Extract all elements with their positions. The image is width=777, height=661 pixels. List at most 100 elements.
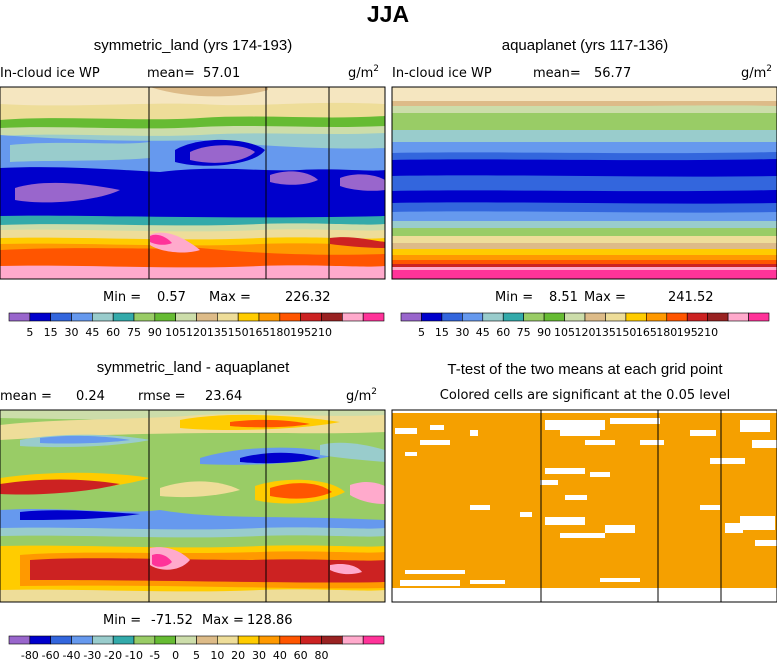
significance-map	[392, 410, 777, 602]
colorbar-swatch	[564, 312, 586, 322]
colorbar-swatch	[462, 312, 484, 322]
colorbar-swatch	[175, 312, 197, 322]
colorbar-swatch	[421, 312, 443, 322]
colorbar-swatch	[196, 635, 218, 645]
colorbar-swatch	[748, 312, 770, 322]
colorbar-tick-label: 180	[269, 326, 290, 339]
colorbar-swatch	[342, 635, 364, 645]
colorbar-tick-label: 120	[575, 326, 596, 339]
colorbar-tick-label: -20	[104, 649, 122, 661]
colorbar-tick-label: -10	[125, 649, 143, 661]
colorbar-swatch	[300, 312, 322, 322]
colorbar-tick-label: 45	[85, 326, 99, 339]
rmse-label: rmse =	[138, 389, 186, 404]
colorbar-swatch	[342, 312, 364, 322]
colorbar-tick-label: 195	[677, 326, 698, 339]
colorbar-swatch	[300, 635, 322, 645]
mean-label: mean=	[147, 66, 195, 81]
colorbar-swatch	[175, 635, 197, 645]
mean-value: 57.01	[203, 66, 240, 81]
colorbar-tick-label: 30	[252, 649, 266, 661]
colorbar-swatch	[50, 635, 72, 645]
colorbar-swatch	[362, 635, 385, 645]
min-label: Min =	[103, 290, 141, 305]
mean-value: 0.24	[76, 389, 105, 404]
colorbar-tick-label: 150	[615, 326, 636, 339]
colorbar-tick-label: 105	[165, 326, 186, 339]
min-value: 0.57	[157, 290, 186, 305]
colorbar-tick-label: 120	[186, 326, 207, 339]
panel-subtitle: Colored cells are significant at the 0.0…	[440, 388, 730, 403]
colorbar-swatch	[71, 312, 93, 322]
variable-label: In-cloud ice WP	[0, 66, 100, 81]
colorbar-swatch	[71, 635, 93, 645]
colorbar-swatch	[217, 635, 239, 645]
colorbar-swatch	[92, 635, 114, 645]
colorbar-tick-label: 0	[172, 649, 179, 661]
colorbar-tick-label: -30	[83, 649, 101, 661]
colorbar-swatch	[154, 635, 176, 645]
colorbar-swatch	[196, 312, 218, 322]
colorbar: 5 15 30 45 60 75 90 105 120 135 150 165 180 195 210	[400, 312, 770, 339]
colorbar-tick-label: 30	[65, 326, 79, 339]
contour-map	[392, 87, 777, 279]
colorbar-swatch	[502, 312, 524, 322]
colorbar-swatch	[92, 312, 114, 322]
colorbar-swatch	[217, 312, 239, 322]
colorbar-swatch	[279, 635, 301, 645]
panel-title: T-test of the two means at each grid poi…	[447, 361, 723, 378]
colorbar-swatch	[321, 635, 343, 645]
colorbar-tick-label: 60	[294, 649, 308, 661]
colorbar-swatch	[543, 312, 565, 322]
panel-aquaplanet: aquaplanet (yrs 117-136) In-cloud ice WP…	[391, 37, 777, 339]
units-label: g/m2	[348, 64, 379, 81]
colorbar-swatch	[646, 312, 668, 322]
colorbar-swatch	[133, 635, 156, 645]
colorbar-swatch	[625, 312, 647, 322]
colorbar-tick-label: 15	[44, 326, 58, 339]
colorbar-tick-label: 45	[476, 326, 490, 339]
colorbar-swatch	[50, 312, 72, 322]
max-value: 241.52	[668, 290, 714, 305]
colorbar-tick-label: 40	[273, 649, 287, 661]
colorbar-tick-label: 165	[249, 326, 270, 339]
colorbar-swatch	[707, 312, 729, 322]
colorbar-swatch	[279, 312, 301, 322]
colorbar-swatch	[29, 635, 51, 645]
colorbar-swatch	[400, 312, 422, 322]
colorbar-tick-label: -60	[42, 649, 60, 661]
panel-title: aquaplanet (yrs 117-136)	[502, 37, 669, 54]
colorbar-tick-label: 135	[207, 326, 228, 339]
colorbar-tick-label: 75	[517, 326, 531, 339]
colorbar-swatch	[8, 635, 31, 645]
figure-title: JJA	[367, 1, 409, 27]
colorbar-swatch	[727, 312, 749, 322]
colorbar-swatch	[666, 312, 688, 322]
colorbar-swatch	[154, 312, 176, 322]
panel-difference: symmetric_land - aquaplanet mean = 0.24 …	[0, 359, 386, 661]
colorbar-tick-label: 180	[656, 326, 677, 339]
colorbar-tick-label: 90	[148, 326, 162, 339]
colorbar-swatch	[321, 312, 343, 322]
colorbar-swatch	[112, 635, 135, 645]
variable-label: In-cloud ice WP	[392, 66, 492, 81]
panel-t-test: T-test of the two means at each grid poi…	[391, 361, 777, 603]
colorbar-tick-label: 135	[595, 326, 616, 339]
colorbar-swatch	[605, 312, 627, 322]
colorbar-tick-label: -40	[63, 649, 81, 661]
colorbar-swatch	[29, 312, 51, 322]
colorbar: 5 15 30 45 60 75 90 105 120 135 150 165 180 195 210	[8, 312, 385, 339]
colorbar-tick-label: 75	[127, 326, 141, 339]
mean-label: mean=	[533, 66, 581, 81]
colorbar-swatch	[237, 312, 260, 322]
colorbar-tick-label: 20	[231, 649, 245, 661]
colorbar-swatch	[686, 312, 708, 322]
colorbar-tick-label: 10	[210, 649, 224, 661]
colorbar-tick-label: 210	[311, 326, 332, 339]
colorbar-tick-label: 80	[315, 649, 329, 661]
colorbar-swatch	[8, 312, 31, 322]
colorbar-swatch	[258, 312, 281, 322]
colorbar-tick-label: 210	[697, 326, 718, 339]
rmse-value: 23.64	[205, 389, 242, 404]
